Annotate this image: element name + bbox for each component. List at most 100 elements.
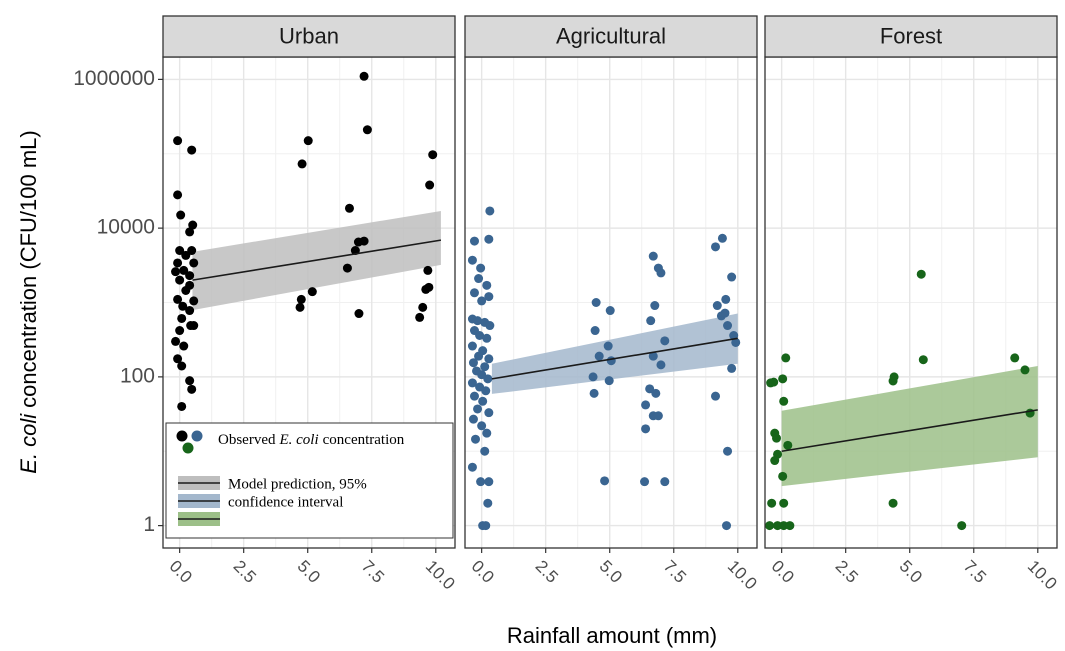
data-point [177, 361, 187, 371]
y-tick-label: 1 [143, 513, 155, 536]
data-point [344, 203, 354, 213]
data-point [1010, 353, 1020, 363]
data-point [185, 376, 195, 386]
strip [464, 15, 758, 58]
data-point [478, 396, 488, 406]
strip [764, 15, 1058, 58]
data-point [957, 521, 967, 531]
legend-point [176, 430, 188, 442]
data-point [477, 421, 487, 431]
data-point [779, 521, 789, 531]
legend-model-line2: confidence interval [228, 494, 343, 510]
data-point [781, 353, 791, 363]
data-point [481, 521, 491, 531]
data-point [770, 456, 780, 466]
data-point [767, 498, 777, 508]
legend-observed: Observed E. coli concentration [218, 432, 405, 448]
data-point [469, 288, 479, 298]
x-tick-label: 0.0 [468, 557, 498, 587]
data-point [474, 351, 484, 361]
data-point [421, 284, 431, 294]
data-point [482, 428, 492, 438]
data-point [889, 372, 899, 382]
data-point [469, 391, 479, 401]
data-point [173, 190, 183, 200]
data-point [1020, 365, 1030, 375]
data-point [418, 302, 428, 312]
data-point [178, 301, 188, 311]
confidence-band [491, 313, 738, 394]
data-point [175, 246, 185, 256]
data-point [769, 377, 779, 387]
data-point [785, 521, 795, 531]
x-tick-label: 2.5 [532, 557, 562, 587]
data-point [480, 446, 490, 456]
data-point [467, 462, 477, 472]
data-point [727, 272, 737, 282]
data-point [359, 71, 369, 81]
data-point [641, 400, 651, 410]
data-point [173, 354, 183, 364]
data-point [604, 376, 614, 386]
data-point [471, 434, 481, 444]
data-point [481, 386, 491, 396]
data-point [476, 477, 486, 487]
data-point [778, 471, 788, 481]
data-point [473, 404, 483, 414]
data-point [171, 336, 181, 346]
data-point [171, 267, 181, 277]
x-tick-label: 10.0 [1024, 557, 1061, 594]
data-point [727, 363, 737, 373]
data-point [181, 250, 191, 260]
data-point [723, 446, 733, 456]
data-point [711, 242, 721, 252]
data-point [772, 433, 782, 443]
data-point [428, 150, 438, 160]
x-tick-label: 7.5 [358, 557, 388, 587]
panel: 0.0 2.5 5.0 7.5 10.0 Agricultural [464, 15, 761, 593]
data-point [603, 341, 613, 351]
data-point [296, 294, 306, 304]
x-tick-label: 0.0 [768, 557, 798, 587]
strip-title: Forest [880, 23, 942, 48]
data-point [475, 330, 485, 340]
data-point [711, 391, 721, 401]
panel: 0.0 2.5 5.0 7.5 10.0 Forest [764, 15, 1061, 594]
data-point [185, 227, 195, 237]
data-point [468, 358, 478, 368]
legend-point [191, 430, 203, 442]
data-point [918, 355, 928, 365]
data-point [179, 341, 189, 351]
legend: Observed E. coli concentration Model predi… [165, 422, 454, 539]
data-point [185, 306, 195, 316]
data-point [173, 294, 183, 304]
data-point [779, 498, 789, 508]
data-point [303, 136, 313, 146]
data-point [354, 309, 364, 319]
legend-observed-before: Observed [218, 432, 276, 448]
data-point [590, 326, 600, 336]
data-point [605, 306, 615, 316]
fit-line [491, 337, 738, 380]
data-point [186, 321, 196, 331]
y-tick-label: 10000 [97, 216, 155, 239]
data-point [415, 312, 425, 322]
data-point [477, 296, 487, 306]
data-point [783, 440, 793, 450]
data-point [484, 292, 494, 302]
strip-title: Agricultural [556, 23, 666, 48]
data-point [185, 271, 195, 281]
legend-observed-italic: E. coli [278, 432, 318, 448]
data-point [181, 285, 191, 295]
data-point [484, 354, 494, 364]
strip [162, 15, 456, 58]
data-point [712, 301, 722, 311]
data-point [916, 269, 926, 279]
y-tick-label: 100 [120, 364, 155, 387]
data-point [645, 384, 655, 394]
data-point [177, 401, 187, 411]
data-point [425, 180, 435, 190]
data-point [179, 265, 189, 275]
legend-point [182, 442, 194, 454]
data-point [723, 321, 733, 331]
